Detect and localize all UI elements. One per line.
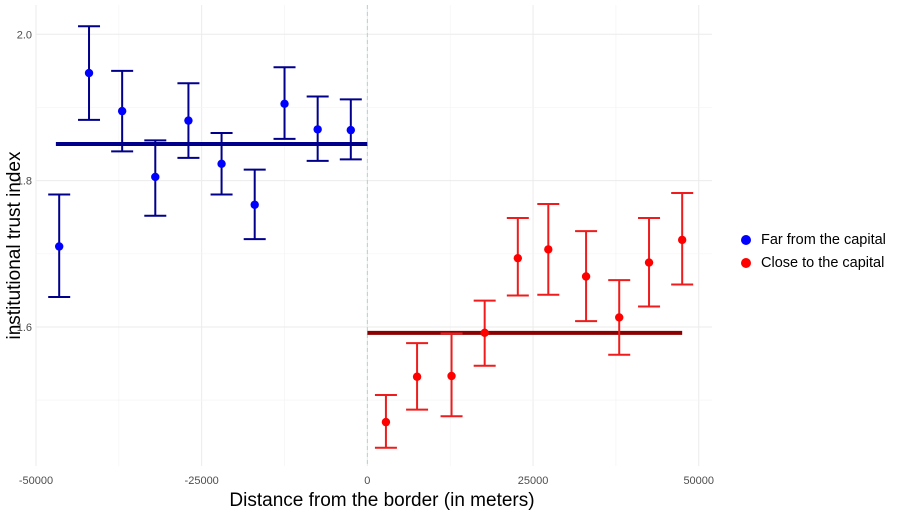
data-point	[117, 106, 127, 116]
legend-label-far: Far from the capital	[761, 231, 886, 248]
data-points	[54, 68, 687, 427]
y-tick-label: 2.0	[17, 29, 32, 41]
data-point	[581, 272, 591, 281]
data-point	[280, 99, 289, 108]
data-point	[677, 235, 687, 245]
error-bars	[48, 25, 694, 449]
y-tick-label: 1.8	[17, 176, 32, 188]
grid-lines	[35, 5, 712, 466]
y-axis-title: institutional trust index	[4, 151, 25, 339]
x-axis-title: Distance from the border (in meters)	[229, 490, 534, 511]
data-point	[447, 371, 456, 381]
data-point	[513, 253, 523, 263]
legend-dot-far	[741, 234, 751, 245]
y-tick-label: 1.6	[17, 322, 32, 334]
x-tick-label: 25000	[518, 475, 549, 487]
data-point	[480, 328, 489, 338]
data-point	[250, 200, 259, 209]
data-point	[346, 125, 356, 135]
data-point	[151, 172, 160, 182]
data-point	[54, 242, 64, 251]
x-tick-label: -25000	[185, 475, 219, 487]
data-point	[84, 68, 94, 78]
data-point	[544, 245, 553, 254]
legend-dot-close	[741, 257, 751, 268]
data-point	[381, 417, 391, 427]
y-axis-ticks: 1.6 1.8 2.0	[17, 29, 32, 334]
data-point	[615, 313, 624, 322]
legend-label-close: Close to the capital	[761, 254, 885, 271]
data-point	[184, 116, 193, 125]
legend: Far from the capital Close to the capita…	[738, 228, 886, 274]
x-axis-ticks: -50000 -25000 0 25000 50000	[19, 475, 714, 487]
fit-lines	[55, 142, 683, 335]
data-point	[313, 125, 322, 134]
x-tick-label: 0	[364, 475, 370, 487]
x-tick-label: 50000	[683, 475, 714, 487]
legend-item-far: Far from the capital	[738, 228, 886, 251]
data-point	[644, 258, 654, 267]
x-tick-label: -50000	[19, 475, 53, 487]
data-point	[217, 159, 226, 168]
legend-item-close: Close to the capital	[738, 251, 886, 274]
data-point	[412, 372, 422, 381]
